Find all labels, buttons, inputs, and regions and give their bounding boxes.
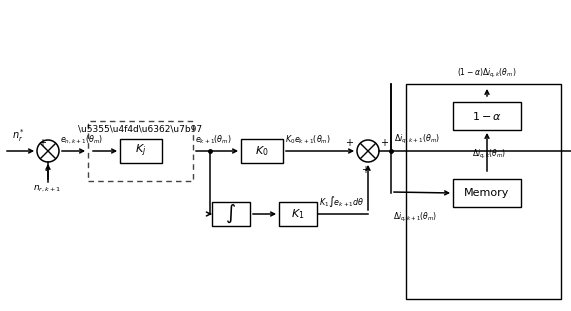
Bar [88,121,193,181]
Text: +: + [361,165,369,175]
Text: $\Delta i_{q,k+1}(\theta_m)$: $\Delta i_{q,k+1}(\theta_m)$ [394,133,440,146]
Bar [120,139,162,163]
Text: $K_1$: $K_1$ [291,207,305,221]
Text: $n_r^*$: $n_r^*$ [12,127,25,144]
Bar [453,102,521,130]
Text: $e_{n,k+1}(\theta_m)$: $e_{n,k+1}(\theta_m)$ [60,134,103,146]
Text: Memory: Memory [464,188,510,198]
Text: $(1-\alpha)\Delta i_{q,k}(\theta_m)$: $(1-\alpha)\Delta i_{q,k}(\theta_m)$ [457,67,517,80]
Text: -: - [44,165,48,175]
Text: $K_1\int e_{k+1}d\theta$: $K_1\int e_{k+1}d\theta$ [319,194,365,209]
Text: $\Delta i_{q,k+1}(\theta_m)$: $\Delta i_{q,k+1}(\theta_m)$ [393,211,437,224]
Text: +: + [345,138,353,148]
Text: $e_{k+1}(\theta_m)$: $e_{k+1}(\theta_m)$ [195,133,232,146]
Text: $K_j$: $K_j$ [135,143,147,159]
Text: +: + [380,138,388,148]
Text: +: + [38,138,46,148]
Text: $1-\alpha$: $1-\alpha$ [472,110,502,122]
Bar [453,179,521,207]
Bar [212,202,250,226]
Text: $\Delta i_{q,k}(\theta_m)$: $\Delta i_{q,k}(\theta_m)$ [472,148,506,161]
Text: $K_0 e_{k+1}(\theta_m)$: $K_0 e_{k+1}(\theta_m)$ [285,133,331,146]
Bar [241,139,283,163]
Text: \u5355\u4f4d\u6362\u7b97: \u5355\u4f4d\u6362\u7b97 [78,125,203,134]
Bar [406,84,561,299]
Text: $\int$: $\int$ [226,203,236,225]
Bar [279,202,317,226]
Text: $n_{r,k+1}$: $n_{r,k+1}$ [33,184,61,194]
Text: $K_0$: $K_0$ [255,144,269,158]
